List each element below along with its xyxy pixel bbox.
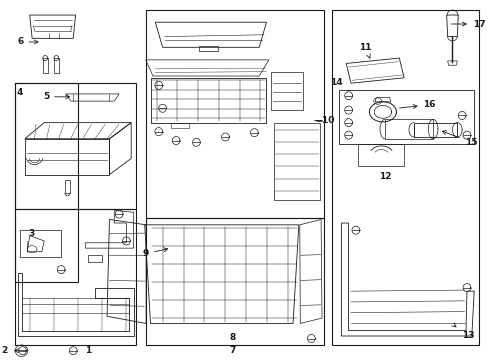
Text: 6: 6 bbox=[17, 37, 38, 46]
Bar bbox=[145, 218, 324, 345]
Text: 15: 15 bbox=[442, 131, 476, 147]
Text: 9: 9 bbox=[142, 248, 167, 258]
Text: 14: 14 bbox=[329, 78, 342, 87]
Bar bbox=[15, 83, 78, 282]
Text: 7: 7 bbox=[229, 346, 235, 355]
Bar bbox=[338, 90, 473, 144]
Bar bbox=[331, 10, 478, 345]
Bar bbox=[15, 83, 136, 209]
Text: 11: 11 bbox=[359, 43, 371, 58]
Text: 17: 17 bbox=[450, 19, 485, 28]
Text: 3: 3 bbox=[28, 229, 34, 238]
Bar bbox=[145, 10, 324, 218]
Text: 13: 13 bbox=[451, 323, 473, 341]
Text: —10: —10 bbox=[313, 116, 334, 125]
Bar bbox=[15, 209, 136, 345]
Text: 16: 16 bbox=[399, 100, 435, 109]
Text: 12: 12 bbox=[378, 172, 390, 181]
Text: 1: 1 bbox=[84, 346, 91, 355]
Text: 5: 5 bbox=[43, 92, 69, 101]
Text: 8: 8 bbox=[229, 333, 235, 342]
Text: 2: 2 bbox=[2, 346, 27, 355]
Bar bbox=[20, 230, 61, 257]
Text: 4: 4 bbox=[17, 87, 23, 96]
